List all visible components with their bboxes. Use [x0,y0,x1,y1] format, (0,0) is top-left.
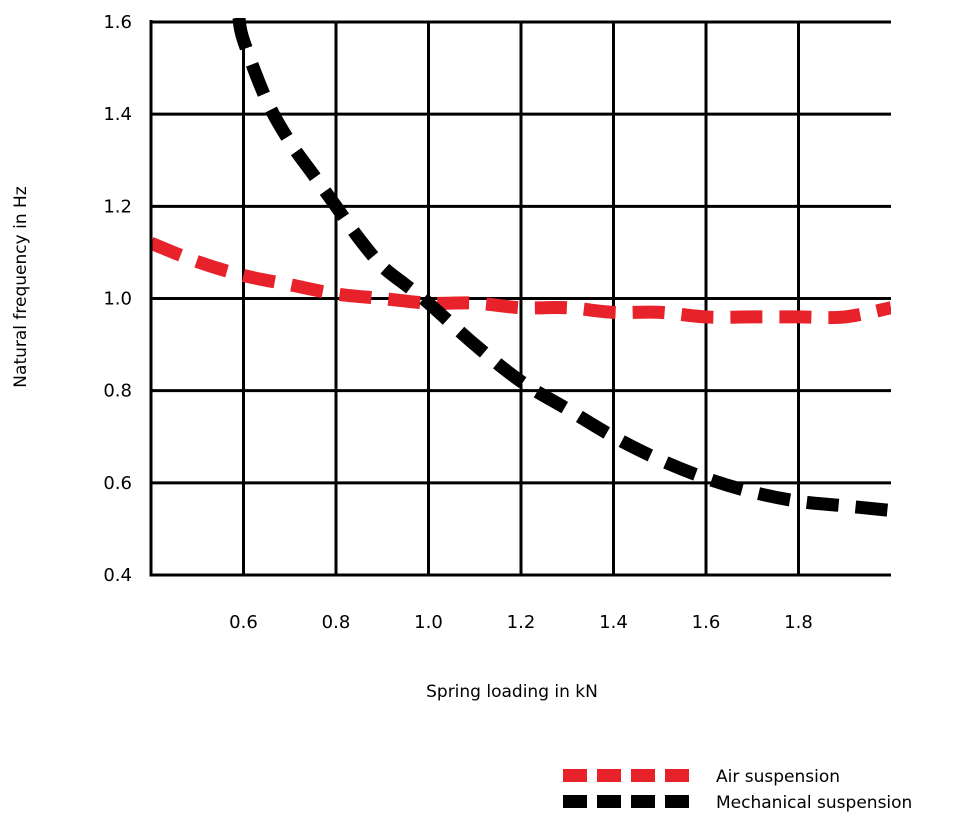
y-tick-label-1: 0.6 [103,473,132,494]
x-tick-label-2: 1.0 [414,612,443,633]
legend-swatch-1-3 [665,795,689,808]
x-tick-label-4: 1.4 [599,612,628,633]
x-tick-label-1: 0.8 [322,612,351,633]
legend-swatch-1-1 [597,795,621,808]
legend: Air suspension Mechanical suspension [563,767,912,813]
legend-label-1: Mechanical suspension [716,793,912,813]
series-line-mechanical-suspension [232,18,891,517]
legend-swatch-0-2 [631,769,655,782]
x-tick-label-3: 1.2 [507,612,536,633]
x-tick-label-6: 1.8 [784,612,813,633]
y-tick-label-3: 1.0 [103,289,132,310]
y-axis-title: Natural frequency in Hz [11,186,31,387]
x-tick-label-5: 1.6 [692,612,721,633]
legend-label-0: Air suspension [716,767,840,787]
tick-labels: 0.6 0.8 1.0 1.2 1.4 1.6 1.8 0.4 0.6 0.8 1.0 1.2 1.4 1… [103,12,812,633]
legend-swatch-0-3 [665,769,689,782]
x-axis-title: Spring loading in kN [426,682,598,702]
y-tick-label-5: 1.4 [103,104,132,125]
legend-swatch-1-0 [563,795,587,808]
y-tick-label-6: 1.6 [103,12,132,33]
legend-swatch-1-2 [631,795,655,808]
legend-swatch-0-1 [597,769,621,782]
legend-swatch-0-0 [563,769,587,782]
series-lines [151,18,891,517]
x-tick-label-0: 0.6 [229,612,258,633]
y-tick-label-0: 0.4 [103,565,132,586]
y-tick-label-2: 0.8 [103,381,132,402]
y-tick-label-4: 1.2 [103,196,132,217]
axes [149,20,891,577]
